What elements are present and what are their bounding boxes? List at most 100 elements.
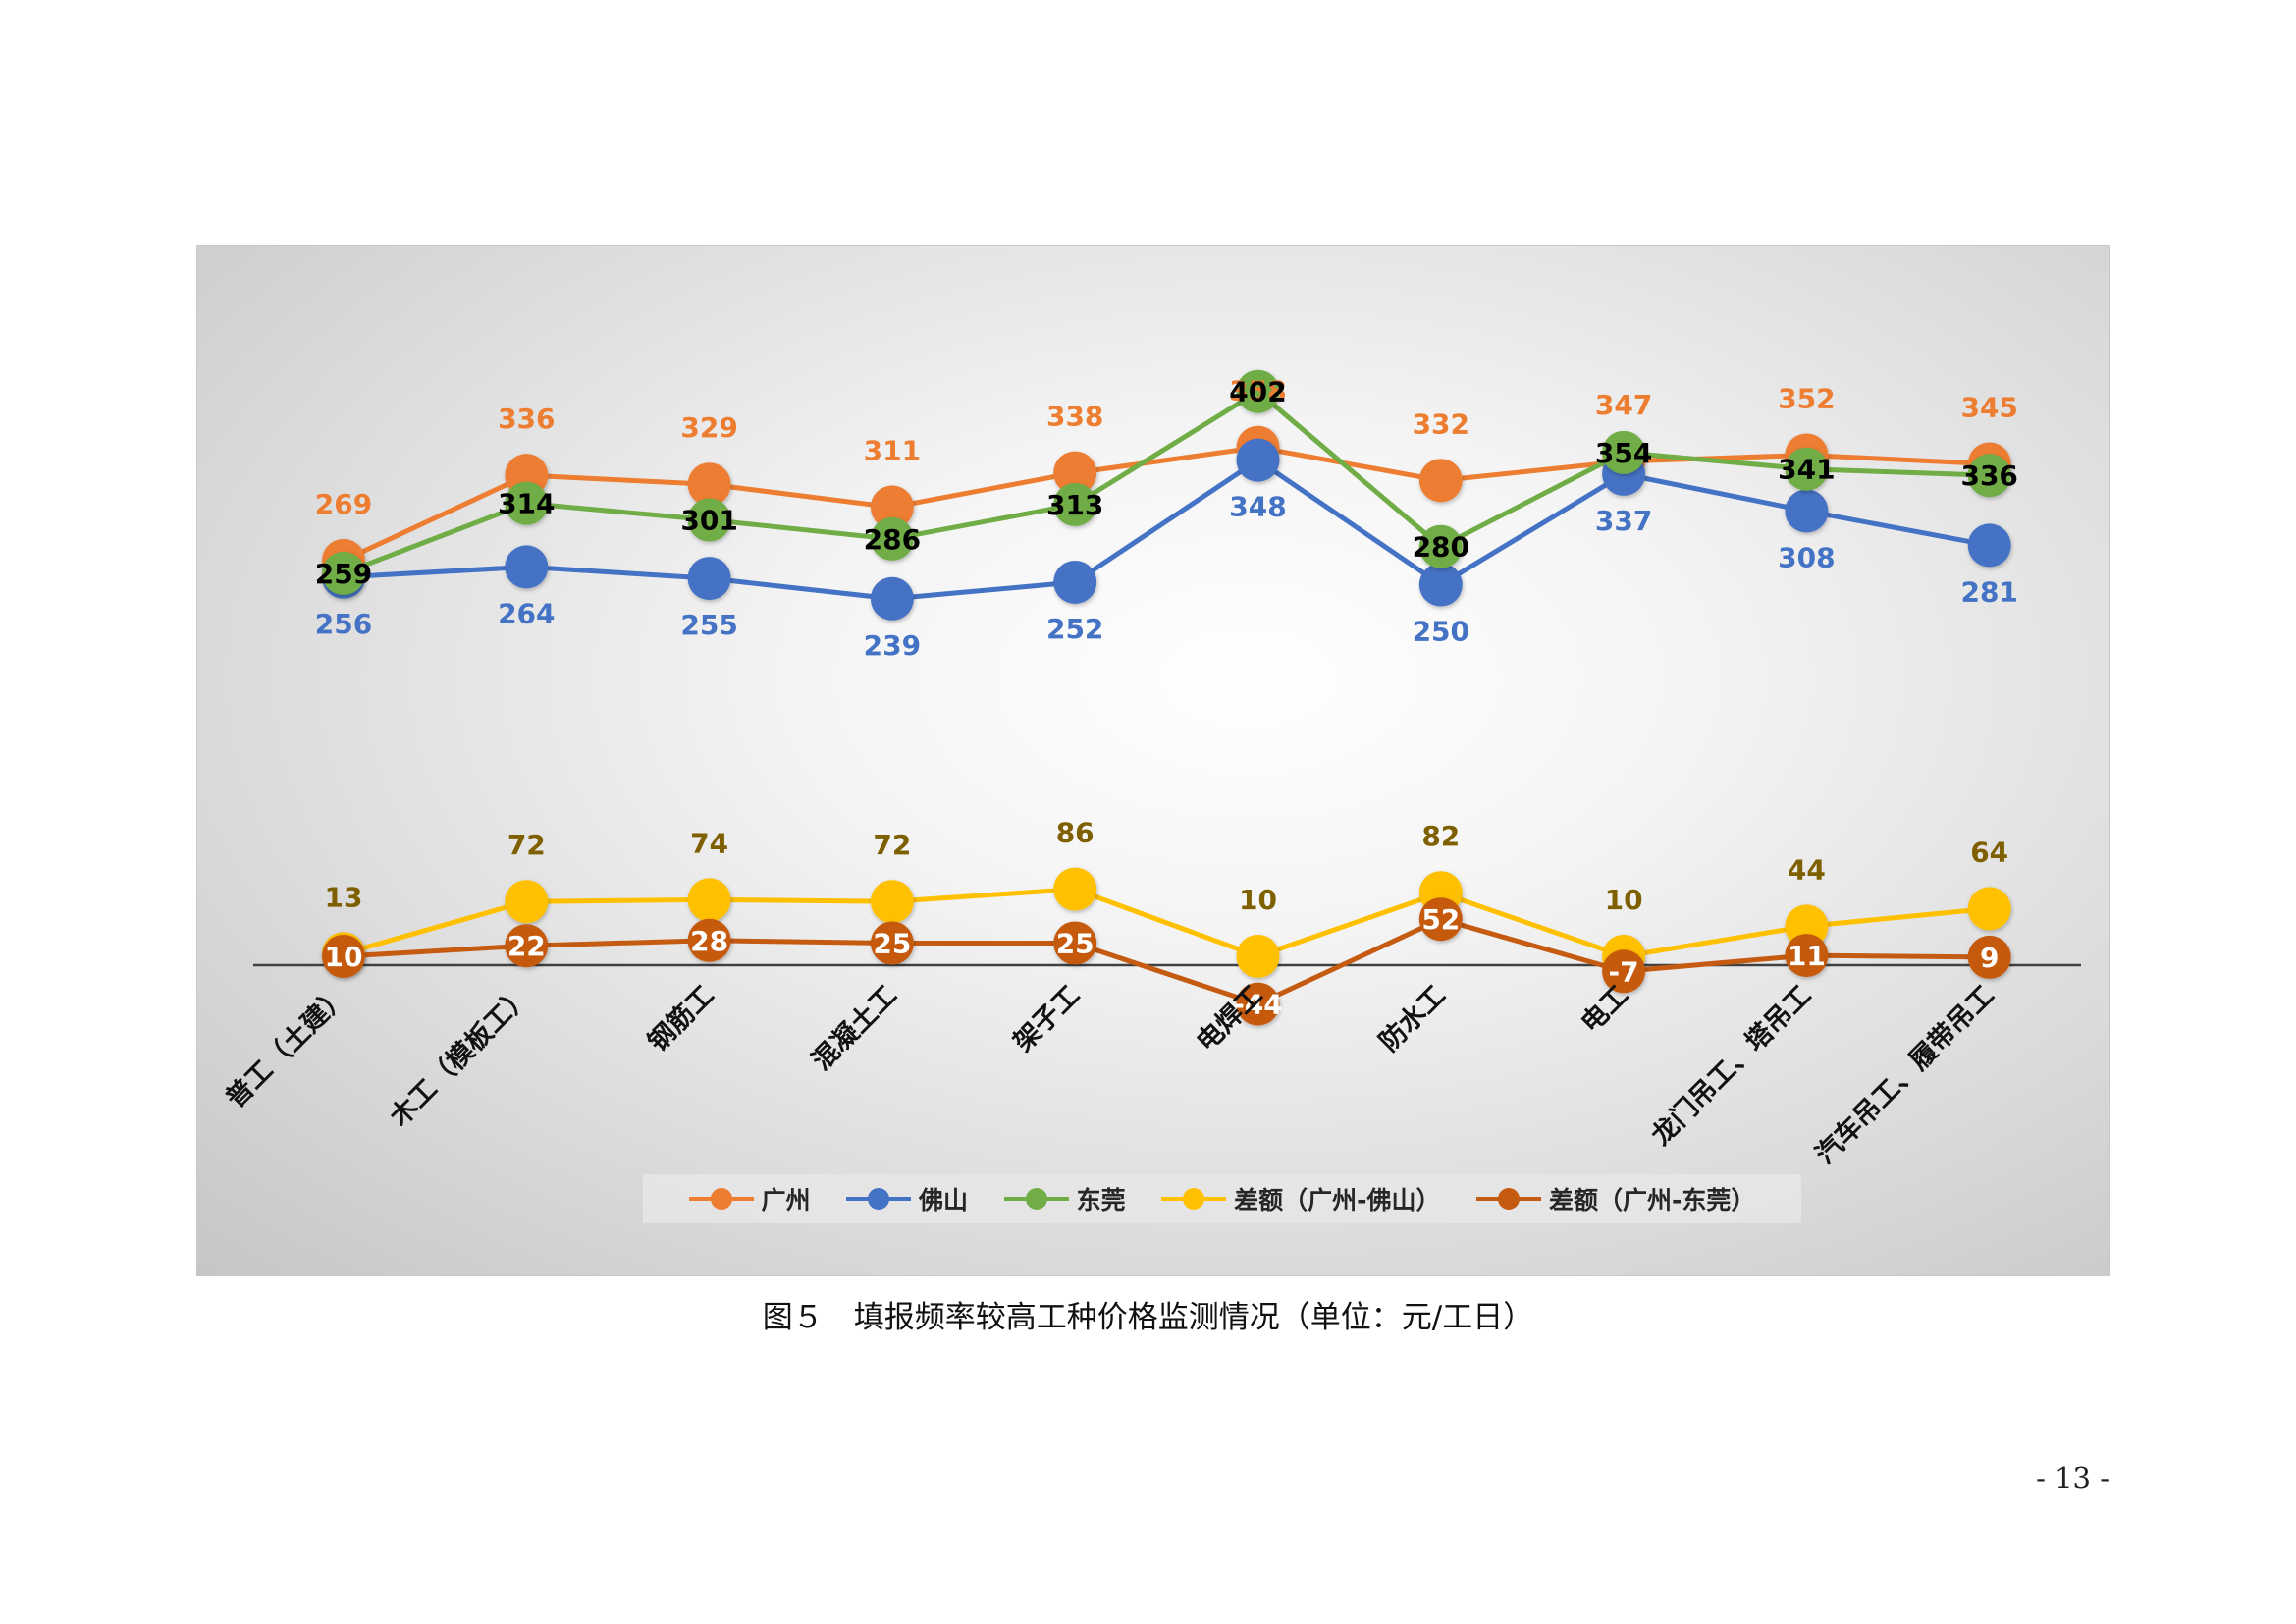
data-label: 336 — [1960, 460, 2017, 492]
data-label: 52 — [1421, 903, 1460, 936]
data-label: 10 — [1605, 884, 1643, 916]
data-point — [1785, 934, 1829, 978]
legend-item: 佛山 — [846, 1181, 968, 1217]
legend-label: 差额（广州-佛山） — [1234, 1186, 1441, 1215]
data-point — [1967, 454, 2011, 498]
data-label: 311 — [864, 435, 921, 467]
data-point — [1967, 935, 2011, 979]
data-label: -7 — [1609, 955, 1639, 988]
data-point — [1053, 867, 1097, 911]
data-label: 64 — [1970, 836, 2008, 868]
x-tick-label: 龙门吊工、塔吊工 — [1646, 980, 1818, 1152]
data-label: 22 — [507, 930, 546, 962]
data-label: -44 — [1233, 989, 1283, 1021]
data-label: 348 — [1229, 491, 1286, 523]
data-point — [1418, 459, 1463, 503]
legend-label: 佛山 — [919, 1186, 969, 1215]
data-label: 25 — [873, 928, 911, 960]
data-point — [1236, 935, 1280, 978]
data-point — [1236, 369, 1280, 413]
data-point — [1967, 887, 2011, 931]
x-tick-label: 混凝土工 — [807, 980, 903, 1076]
data-label: 341 — [1778, 454, 1835, 486]
series-line — [342, 445, 1990, 564]
legend-swatch — [1161, 1187, 1227, 1211]
data-label: 345 — [1960, 392, 2017, 424]
x-tick-label: 木工（模板工） — [384, 980, 537, 1133]
data-label: 13 — [325, 881, 363, 913]
data-label: 329 — [680, 411, 737, 444]
legend-label: 广州 — [761, 1186, 811, 1215]
data-label: 74 — [690, 827, 728, 859]
data-label: 402 — [1229, 376, 1286, 408]
data-label: 338 — [1046, 401, 1103, 433]
legend-item: 差额（广州-佛山） — [1161, 1181, 1441, 1217]
data-label: 336 — [498, 403, 555, 435]
x-tick-label: 普工（土建） — [220, 979, 354, 1113]
data-label: 358 — [1229, 375, 1286, 407]
data-point — [687, 918, 731, 962]
data-label: 86 — [1056, 817, 1095, 849]
data-label: 347 — [1595, 389, 1652, 421]
data-point — [1602, 430, 1646, 474]
legend-swatch — [1003, 1187, 1069, 1211]
data-label: 72 — [507, 829, 546, 861]
data-point — [870, 880, 914, 924]
data-point — [1418, 524, 1463, 568]
chart-legend: 广州 佛山 东莞 差额（广州-佛山） 差额（广州-东莞） — [643, 1174, 1801, 1223]
data-label: 308 — [1778, 541, 1835, 573]
data-label: 301 — [680, 505, 737, 537]
data-point — [322, 551, 365, 595]
data-point — [1053, 560, 1097, 604]
data-label: 352 — [1778, 382, 1835, 414]
data-point — [1602, 949, 1646, 994]
data-label: 250 — [1413, 616, 1469, 648]
legend-item: 东莞 — [1003, 1181, 1126, 1217]
data-label: 337 — [1595, 505, 1652, 537]
data-label: 11 — [1788, 940, 1826, 972]
data-point — [1785, 489, 1829, 533]
data-point — [1236, 438, 1280, 482]
data-label: 25 — [1056, 928, 1095, 960]
figure-caption: 图５ 填报频率较高工种价格监测情况（单位：元/工日） — [762, 1300, 1534, 1335]
data-label: 314 — [498, 488, 555, 520]
data-label: 72 — [873, 829, 911, 861]
legend-item: 广州 — [688, 1181, 811, 1217]
data-label: 259 — [315, 558, 372, 590]
data-point — [1053, 451, 1097, 495]
data-point — [870, 921, 914, 965]
data-label: 354 — [1595, 437, 1652, 469]
chart-area — [196, 245, 2110, 1276]
data-point — [1236, 982, 1280, 1026]
data-label: 269 — [315, 488, 372, 520]
data-label: 252 — [1046, 613, 1103, 645]
data-label: 313 — [1046, 489, 1103, 521]
data-label: 239 — [864, 629, 921, 662]
data-point — [870, 576, 914, 621]
data-point — [1967, 523, 2011, 568]
data-point — [870, 485, 914, 529]
data-point — [505, 481, 549, 525]
legend-item: 差额（广州-东莞） — [1476, 1181, 1755, 1217]
x-tick-label: 汽车吊工、履带吊工 — [1809, 979, 2000, 1169]
series-line — [343, 389, 1990, 576]
data-point — [687, 557, 731, 601]
legend-label: 东莞 — [1076, 1186, 1126, 1215]
data-point — [505, 924, 549, 968]
legend-label: 差额（广州-东莞） — [1549, 1186, 1756, 1215]
data-label: 82 — [1421, 820, 1460, 852]
x-tick-label: 防水工 — [1374, 980, 1452, 1057]
data-point — [1418, 563, 1463, 607]
legend-swatch — [846, 1187, 912, 1211]
data-label: 255 — [680, 609, 737, 641]
legend-swatch — [688, 1187, 754, 1211]
data-label: 281 — [1960, 575, 2017, 608]
data-point — [870, 516, 914, 561]
data-point — [1053, 482, 1097, 526]
data-label: 9 — [1980, 942, 1999, 974]
data-label: 332 — [1413, 407, 1469, 440]
data-label: 28 — [690, 925, 728, 957]
data-label: 10 — [325, 941, 363, 973]
data-point — [687, 462, 731, 507]
